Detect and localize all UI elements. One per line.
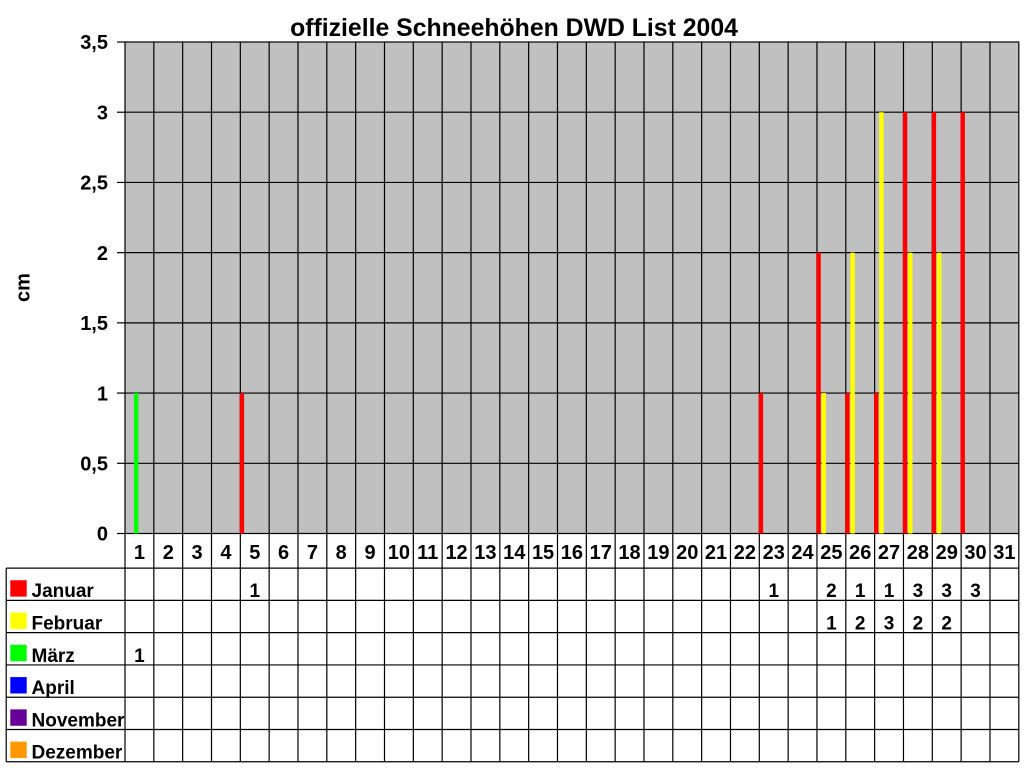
svg-text:12: 12 xyxy=(445,542,467,564)
svg-text:19: 19 xyxy=(647,542,669,564)
svg-text:29: 29 xyxy=(936,542,958,564)
svg-text:1: 1 xyxy=(826,614,837,635)
svg-text:1: 1 xyxy=(855,581,866,602)
svg-text:26: 26 xyxy=(849,542,871,564)
svg-text:13: 13 xyxy=(474,542,496,564)
svg-text:24: 24 xyxy=(791,542,814,564)
svg-text:Dezember: Dezember xyxy=(32,743,123,764)
svg-text:1: 1 xyxy=(249,581,260,602)
svg-text:0,5: 0,5 xyxy=(80,453,108,475)
svg-text:1: 1 xyxy=(97,383,108,405)
svg-text:4: 4 xyxy=(220,542,232,564)
svg-text:cm: cm xyxy=(13,273,35,302)
svg-text:27: 27 xyxy=(878,542,900,564)
svg-text:Januar: Januar xyxy=(32,581,95,602)
svg-text:21: 21 xyxy=(705,542,727,564)
svg-text:2,5: 2,5 xyxy=(80,173,108,195)
svg-text:16: 16 xyxy=(561,542,583,564)
svg-text:2: 2 xyxy=(913,614,924,635)
svg-text:6: 6 xyxy=(278,542,289,564)
svg-text:November: November xyxy=(32,710,126,731)
svg-text:1,5: 1,5 xyxy=(80,313,108,335)
svg-text:3: 3 xyxy=(970,581,981,602)
svg-text:0: 0 xyxy=(97,524,108,546)
svg-text:April: April xyxy=(32,678,75,699)
svg-text:3,5: 3,5 xyxy=(80,32,108,54)
svg-text:10: 10 xyxy=(388,542,410,564)
svg-text:30: 30 xyxy=(964,542,986,564)
svg-text:15: 15 xyxy=(532,542,554,564)
svg-text:1: 1 xyxy=(134,646,145,667)
svg-text:2: 2 xyxy=(163,542,174,564)
svg-text:5: 5 xyxy=(249,542,260,564)
svg-text:1: 1 xyxy=(134,542,145,564)
svg-text:2: 2 xyxy=(826,581,837,602)
svg-text:11: 11 xyxy=(417,542,438,564)
svg-text:7: 7 xyxy=(307,542,318,564)
svg-text:3: 3 xyxy=(913,581,924,602)
svg-text:28: 28 xyxy=(907,542,929,564)
svg-text:März: März xyxy=(32,646,75,667)
svg-text:18: 18 xyxy=(618,542,640,564)
svg-text:2: 2 xyxy=(97,243,108,265)
svg-text:25: 25 xyxy=(820,542,842,564)
svg-text:2: 2 xyxy=(941,614,952,635)
svg-text:17: 17 xyxy=(590,542,612,564)
svg-text:31: 31 xyxy=(993,542,1015,564)
svg-text:9: 9 xyxy=(365,542,376,564)
svg-text:3: 3 xyxy=(192,542,203,564)
svg-text:14: 14 xyxy=(503,542,526,564)
svg-text:Februar: Februar xyxy=(32,614,103,635)
svg-text:1: 1 xyxy=(768,581,779,602)
svg-text:3: 3 xyxy=(941,581,952,602)
svg-text:2: 2 xyxy=(855,614,866,635)
svg-text:23: 23 xyxy=(763,542,785,564)
svg-text:3: 3 xyxy=(884,614,895,635)
svg-text:20: 20 xyxy=(676,542,698,564)
svg-text:3: 3 xyxy=(97,102,108,124)
svg-text:8: 8 xyxy=(336,542,347,564)
svg-text:offizielle Schneehöhen DWD Lis: offizielle Schneehöhen DWD List 2004 xyxy=(290,15,738,42)
svg-text:1: 1 xyxy=(884,581,895,602)
svg-text:22: 22 xyxy=(734,542,756,564)
